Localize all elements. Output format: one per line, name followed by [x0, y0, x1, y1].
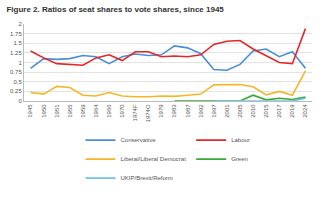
svg-text:Conservative: Conservative — [121, 137, 157, 143]
svg-text:1979: 1979 — [158, 104, 164, 118]
svg-text:2010: 2010 — [250, 104, 256, 118]
svg-text:1970: 1970 — [119, 104, 125, 118]
svg-text:1.75: 1.75 — [10, 31, 22, 37]
svg-text:Labour: Labour — [231, 137, 250, 143]
svg-text:UKIP/Brexit/Reform: UKIP/Brexit/Reform — [121, 175, 173, 181]
svg-text:1955: 1955 — [67, 104, 73, 118]
svg-text:1: 1 — [18, 60, 22, 66]
svg-text:0.25: 0.25 — [10, 88, 22, 94]
svg-text:1987: 1987 — [185, 104, 191, 118]
svg-text:1997: 1997 — [211, 104, 217, 118]
svg-text:1.25: 1.25 — [10, 50, 22, 56]
svg-text:2015: 2015 — [263, 104, 269, 118]
svg-text:2019: 2019 — [289, 104, 295, 118]
svg-text:2024: 2024 — [302, 104, 308, 118]
svg-text:1950: 1950 — [41, 104, 47, 118]
svg-text:0.5: 0.5 — [13, 79, 22, 85]
svg-text:1964: 1964 — [93, 104, 99, 118]
svg-text:1.5: 1.5 — [13, 40, 22, 46]
svg-text:1974F: 1974F — [132, 104, 138, 121]
svg-text:Green: Green — [231, 156, 248, 162]
svg-text:0.75: 0.75 — [10, 69, 22, 75]
svg-text:2005: 2005 — [237, 104, 243, 118]
svg-text:1951: 1951 — [54, 104, 60, 118]
svg-text:1959: 1959 — [80, 104, 86, 118]
svg-text:2: 2 — [18, 21, 22, 27]
svg-text:1974O: 1974O — [145, 104, 151, 122]
svg-text:0: 0 — [18, 98, 22, 104]
svg-text:1983: 1983 — [172, 104, 178, 118]
svg-text:2001: 2001 — [224, 104, 230, 118]
svg-text:2017: 2017 — [276, 104, 282, 118]
svg-text:Liberal/Liberal Democrat: Liberal/Liberal Democrat — [121, 156, 187, 162]
svg-text:1966: 1966 — [106, 104, 112, 118]
svg-text:1945: 1945 — [28, 104, 34, 118]
svg-text:1992: 1992 — [198, 104, 204, 118]
svg-text:Figure 2. Ratios of seat share: Figure 2. Ratios of seat shares to vote … — [6, 5, 224, 14]
